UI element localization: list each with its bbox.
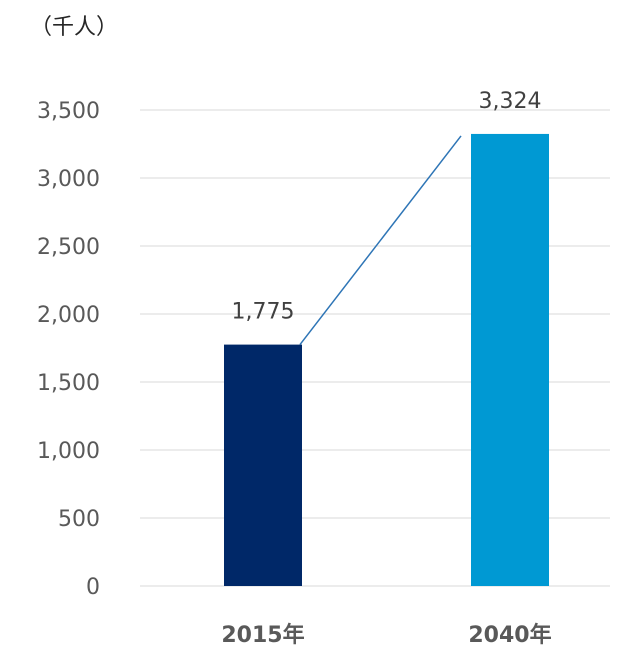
y-tick-label: 500 (58, 507, 100, 532)
bar-2 (471, 133, 549, 586)
data-label: 3,324 (479, 89, 542, 114)
gridlines (140, 109, 610, 587)
x-tick-label: 2040年 (468, 622, 551, 646)
y-tick-label: 1,500 (37, 371, 100, 396)
connector-line-group (299, 135, 462, 346)
connector-line (299, 135, 462, 346)
x-tick-label: 2015年 (221, 622, 304, 646)
bar-1 (224, 344, 302, 586)
y-tick-label: 0 (86, 575, 100, 600)
y-axis-ticks: 0 500 1,000 1,500 2,000 2,500 3,000 3,500 (37, 99, 100, 600)
x-axis-ticks: 2015年 2040年 (221, 622, 551, 646)
y-tick-label: 3,000 (37, 167, 100, 192)
bars (224, 133, 549, 586)
y-tick-label: 3,500 (37, 99, 100, 124)
data-labels: 1,775 3,324 (232, 89, 542, 325)
data-label: 1,775 (232, 300, 295, 325)
y-tick-label: 2,500 (37, 235, 100, 260)
unit-label: （千人） (30, 15, 118, 40)
y-tick-label: 1,000 (37, 439, 100, 464)
y-tick-label: 2,000 (37, 303, 100, 328)
